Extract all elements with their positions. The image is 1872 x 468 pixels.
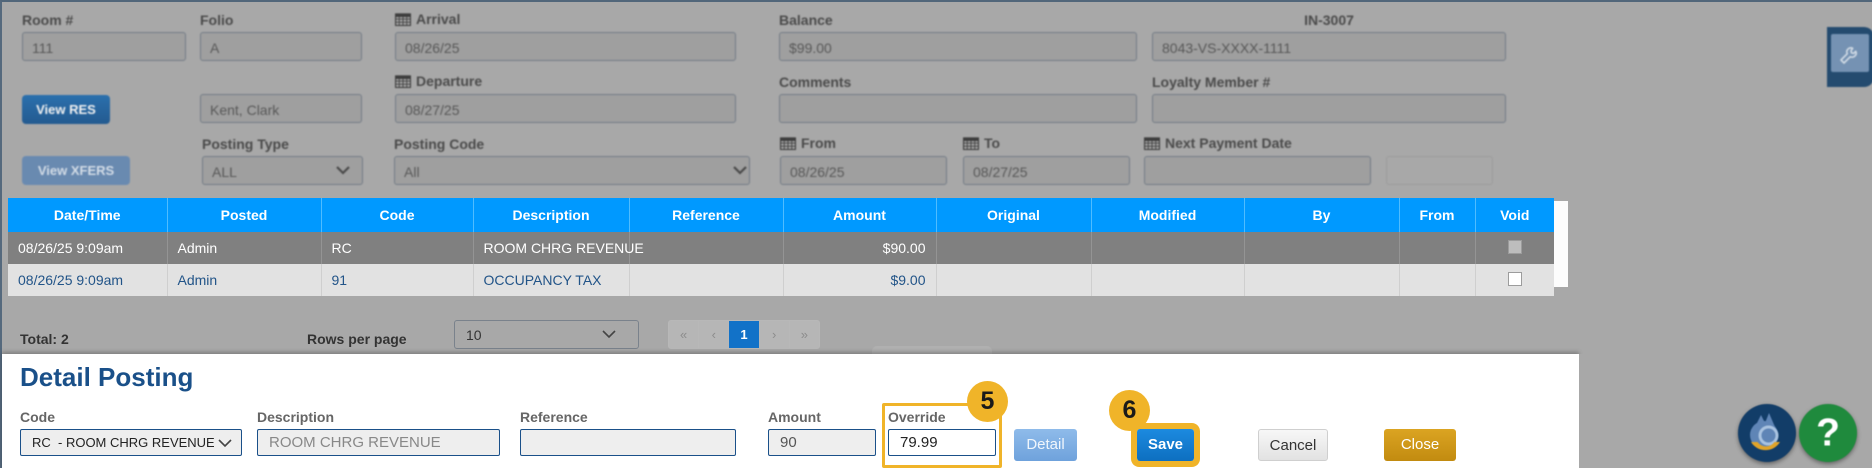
svg-text:?: ? bbox=[1816, 411, 1840, 454]
